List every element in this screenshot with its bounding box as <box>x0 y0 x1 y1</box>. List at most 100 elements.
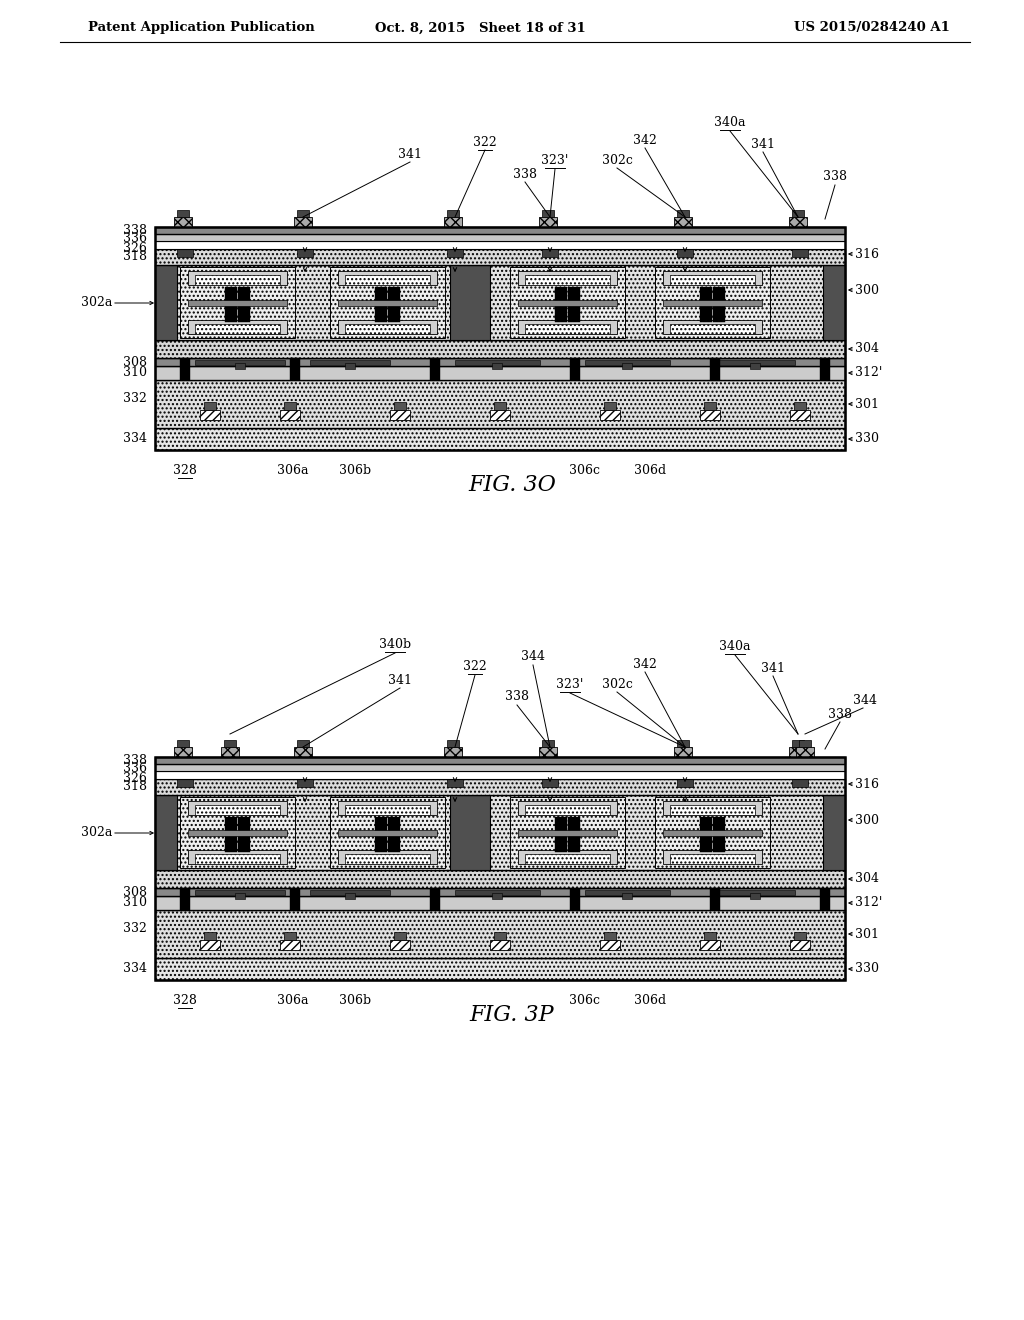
Bar <box>450 265 490 341</box>
Text: 344: 344 <box>853 693 877 706</box>
Bar <box>600 411 620 420</box>
Text: FIG. 3P: FIG. 3P <box>470 1005 554 1026</box>
Bar <box>447 777 463 787</box>
Bar <box>155 870 845 888</box>
Bar <box>180 267 295 338</box>
Text: 301: 301 <box>855 928 879 940</box>
Bar <box>188 300 287 306</box>
Bar <box>677 210 689 216</box>
Text: 332: 332 <box>123 392 147 404</box>
Bar <box>585 360 670 366</box>
Text: 310: 310 <box>123 367 147 380</box>
Bar <box>345 363 355 370</box>
Text: 328: 328 <box>173 994 197 1006</box>
Text: 304: 304 <box>855 342 879 355</box>
Bar <box>200 411 220 420</box>
Bar <box>155 366 845 380</box>
Bar <box>823 265 845 341</box>
Bar <box>568 817 580 851</box>
Bar <box>790 216 807 227</box>
Bar <box>388 817 400 851</box>
Text: 306a: 306a <box>278 994 309 1006</box>
Bar <box>204 403 216 411</box>
Bar <box>155 358 845 366</box>
Text: 338: 338 <box>123 223 147 236</box>
Text: 302c: 302c <box>601 153 633 166</box>
Bar <box>705 932 716 940</box>
Bar <box>792 741 804 747</box>
Bar <box>525 323 610 334</box>
Bar <box>177 741 189 747</box>
Bar <box>234 363 245 370</box>
Text: Oct. 8, 2015   Sheet 18 of 31: Oct. 8, 2015 Sheet 18 of 31 <box>375 21 586 34</box>
Bar <box>622 894 632 899</box>
Text: 340a: 340a <box>715 116 745 128</box>
Text: 308: 308 <box>123 886 147 899</box>
Bar <box>444 216 462 227</box>
Bar <box>345 854 430 865</box>
Bar <box>297 210 309 216</box>
Text: 326: 326 <box>123 771 147 784</box>
Bar <box>297 777 313 787</box>
Bar <box>221 747 239 756</box>
Bar <box>195 805 280 814</box>
Bar <box>338 271 437 285</box>
Bar <box>155 771 845 779</box>
Bar <box>570 888 580 909</box>
Bar <box>510 797 625 869</box>
Text: 306b: 306b <box>339 994 371 1006</box>
Text: 308: 308 <box>123 355 147 368</box>
Bar <box>280 940 300 950</box>
Bar <box>670 323 755 334</box>
Bar <box>790 940 810 950</box>
Text: 306c: 306c <box>569 994 600 1006</box>
Bar <box>700 286 712 322</box>
Text: 340b: 340b <box>379 638 411 651</box>
Bar <box>375 286 387 322</box>
Text: 306c: 306c <box>569 463 600 477</box>
Bar <box>555 817 567 851</box>
Bar <box>542 741 554 747</box>
Bar <box>542 247 558 257</box>
Bar <box>195 360 285 366</box>
Bar <box>670 805 755 814</box>
Bar <box>525 805 610 814</box>
Bar <box>674 747 692 756</box>
Bar <box>670 275 755 285</box>
Bar <box>447 210 459 216</box>
Bar <box>330 797 445 869</box>
Text: 336: 336 <box>123 763 147 776</box>
Bar <box>518 801 617 814</box>
Bar <box>330 267 445 338</box>
Bar <box>710 358 720 380</box>
Bar <box>225 817 237 851</box>
Text: 338: 338 <box>123 754 147 767</box>
Text: 302a: 302a <box>81 826 112 840</box>
Bar <box>490 940 510 950</box>
Text: FIG. 3O: FIG. 3O <box>468 474 556 496</box>
Bar <box>174 747 193 756</box>
Bar <box>430 888 440 909</box>
Text: 330: 330 <box>855 962 879 975</box>
Bar <box>700 817 712 851</box>
Bar <box>604 403 616 411</box>
Bar <box>820 888 830 909</box>
Text: 301: 301 <box>855 397 879 411</box>
Bar <box>792 210 804 216</box>
Bar <box>338 830 437 836</box>
Text: 328: 328 <box>173 463 197 477</box>
Text: 300: 300 <box>855 813 879 826</box>
Bar <box>155 234 845 242</box>
Bar <box>195 323 280 334</box>
Bar <box>790 411 810 420</box>
Bar <box>188 271 287 285</box>
Bar <box>177 247 193 257</box>
Text: 330: 330 <box>855 433 879 446</box>
Bar <box>297 247 313 257</box>
Bar <box>155 341 845 358</box>
Bar <box>200 940 220 950</box>
Bar <box>238 817 250 851</box>
Bar <box>430 358 440 380</box>
Bar <box>155 896 845 909</box>
Bar <box>713 817 725 851</box>
